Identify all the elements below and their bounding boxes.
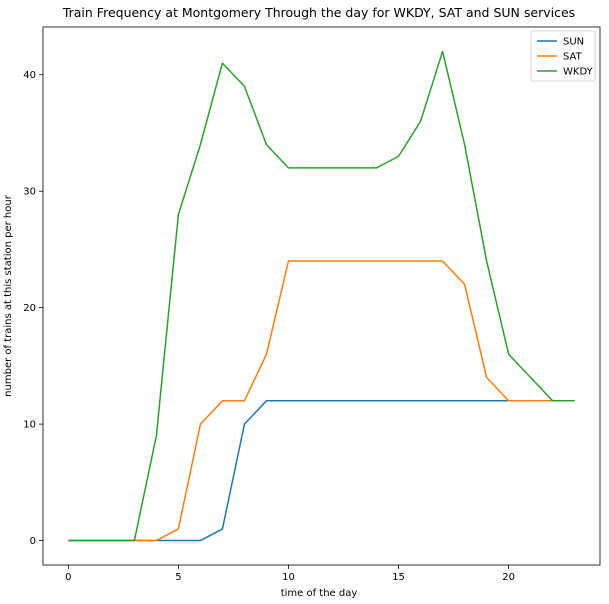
y-tick-label: 20 [23,303,36,314]
x-tick-label: 20 [502,572,515,583]
x-tick-label: 5 [175,572,181,583]
legend: SUN SAT WKDY [530,30,596,82]
x-tick-label: 10 [282,572,295,583]
series-line-sun [68,400,575,542]
legend-label-sat: SAT [563,52,583,63]
series-layer [68,50,575,542]
axes-ticks: 0 5 10 15 20 0 10 20 30 40 [23,70,515,583]
legend-label-wkdy: WKDY [563,67,594,78]
y-axis-label: number of trains at this station per hou… [3,194,14,397]
series-line-wkdy [68,50,575,542]
plot-frame [42,26,601,566]
x-axis-label: time of the day [281,588,358,599]
x-tick-label: 15 [392,572,405,583]
legend-label-sun: SUN [563,37,584,48]
y-tick-label: 10 [23,420,36,431]
y-tick-label: 40 [23,70,36,81]
y-tick-label: 0 [30,536,36,547]
x-tick-label: 0 [65,572,71,583]
series-line-sat [68,260,575,542]
chart-title: Train Frequency at Montgomery Through th… [62,5,575,20]
y-tick-label: 30 [23,187,36,198]
legend-box [530,30,596,82]
